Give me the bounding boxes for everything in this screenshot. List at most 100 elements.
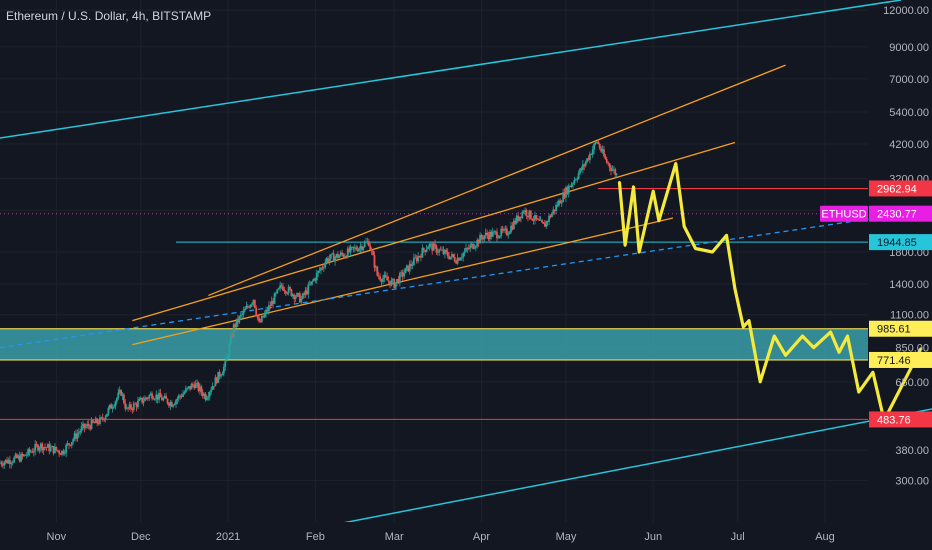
candle-body <box>169 402 172 406</box>
candle-body <box>298 293 301 303</box>
candle-body <box>517 215 519 221</box>
candle-body <box>431 243 434 251</box>
candle-body <box>607 162 610 164</box>
candle-body <box>139 397 142 399</box>
candle-body <box>429 243 432 245</box>
candle-body <box>608 163 611 168</box>
candle-body <box>314 278 317 281</box>
candle-body <box>469 245 472 249</box>
candle-body <box>162 398 165 401</box>
candle-body <box>397 279 400 284</box>
candle-body <box>11 462 14 464</box>
candle-body <box>189 386 191 390</box>
candle-body <box>376 266 379 276</box>
candle-body <box>228 343 231 356</box>
x-tick-label: Jun <box>644 531 662 543</box>
candle-body <box>472 243 474 249</box>
candle-body <box>252 299 255 304</box>
candle-body <box>435 245 438 253</box>
candle-body <box>505 228 508 236</box>
candle-body <box>453 257 456 262</box>
candle-body <box>572 183 574 185</box>
candle-body <box>374 266 377 268</box>
candle-body <box>527 215 529 218</box>
candle-body <box>532 220 535 222</box>
candle-body <box>436 252 439 253</box>
candle-body <box>439 249 442 251</box>
candle-body <box>379 276 382 280</box>
candle-body <box>63 452 66 454</box>
candle-body <box>605 159 608 163</box>
candle-body <box>377 275 380 277</box>
candle-body <box>500 228 503 236</box>
candle-body <box>48 444 51 452</box>
candle-body <box>213 386 215 387</box>
candle-body <box>548 215 550 222</box>
y-tick-label: 4200.00 <box>889 139 929 151</box>
candle-body <box>279 285 282 288</box>
candle-body <box>106 413 108 417</box>
candle-body <box>424 250 427 252</box>
candle-body <box>413 257 415 266</box>
candle-body <box>149 393 152 396</box>
candle-body <box>306 290 308 295</box>
candle-body <box>118 390 121 393</box>
candle-body <box>438 249 441 253</box>
candle-body <box>415 257 418 262</box>
candle-body <box>263 313 266 318</box>
candle-body <box>44 447 46 448</box>
chart-title: Ethereum / U.S. Dollar, 4h, BITSTAMP <box>6 9 212 23</box>
candle-body <box>562 192 565 202</box>
candle-body <box>280 285 283 287</box>
candle-body <box>345 255 348 258</box>
candle-body <box>346 248 349 258</box>
candle-body <box>61 450 63 455</box>
channel-upper-line <box>208 64 786 297</box>
candle-body <box>170 402 173 407</box>
candle-body <box>520 216 522 218</box>
candle-body <box>307 284 310 295</box>
candle-body <box>151 393 153 399</box>
candle-body <box>45 447 48 449</box>
x-tick-label: Jul <box>731 531 745 543</box>
candle-body <box>248 306 251 308</box>
candle-body <box>153 399 156 400</box>
price-label-771.46: 771.46 <box>877 355 911 367</box>
candle-body <box>111 407 114 409</box>
candle-body <box>521 211 524 218</box>
channel-lower-line <box>132 217 674 346</box>
candle-body <box>400 272 403 274</box>
y-tick-label: 650.00 <box>895 377 929 389</box>
candle-body <box>339 252 342 256</box>
candle-body <box>404 267 407 274</box>
candle-body <box>131 409 134 411</box>
candle-body <box>268 305 270 312</box>
candle-body <box>451 254 453 257</box>
candle-body <box>344 255 346 257</box>
candle-body <box>442 249 445 254</box>
candle-body <box>180 396 183 397</box>
candle-body <box>203 393 206 397</box>
candle-body <box>184 388 187 393</box>
candle-body <box>329 254 332 259</box>
candle-body <box>366 241 369 243</box>
candle-body <box>390 280 393 286</box>
candle-body <box>190 384 193 390</box>
candle-body <box>308 284 311 286</box>
candle-body <box>37 445 39 451</box>
candle-body <box>372 250 374 256</box>
candle-body <box>460 257 463 259</box>
candle-body <box>484 232 487 236</box>
candle-body <box>425 248 428 252</box>
candle-body <box>24 454 27 456</box>
candle-body <box>612 169 615 171</box>
candle-body <box>32 451 35 453</box>
candle-body <box>84 426 87 429</box>
candle-body <box>467 248 470 250</box>
candle-body <box>504 228 507 230</box>
candle-body <box>403 273 405 277</box>
candle-body <box>355 247 358 250</box>
candle-body <box>391 279 394 281</box>
candle-body <box>62 450 65 454</box>
